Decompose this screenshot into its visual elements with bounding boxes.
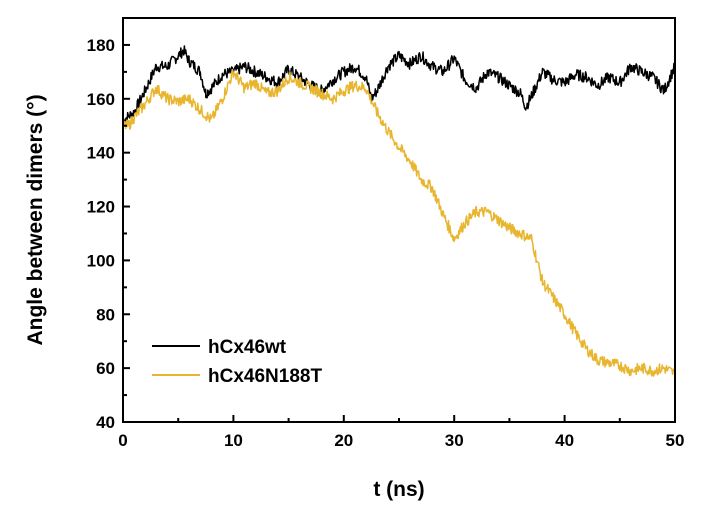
x-tick-label: 30 [445, 431, 464, 450]
x-tick-label: 10 [224, 431, 243, 450]
x-tick-label: 20 [334, 431, 353, 450]
legend: hCx46wt hCx46N188T [152, 337, 322, 387]
series-line-hcx46n188t [122, 68, 676, 377]
y-tick-label: 100 [87, 251, 115, 270]
y-tick-label: 140 [87, 144, 115, 163]
y-tick-label: 40 [96, 413, 115, 432]
x-axis-title: t (ns) [373, 478, 424, 501]
series-line-hcx46wt [122, 45, 676, 125]
x-tick-label: 50 [666, 431, 685, 450]
legend-label-hcx46n188t: hCx46N188T [208, 366, 322, 387]
x-tick-label: 0 [118, 431, 127, 450]
y-tick-label: 80 [96, 305, 115, 324]
y-axis-title: Angle between dimers (°) [24, 94, 47, 345]
legend-label-hcx46wt: hCx46wt [208, 337, 287, 358]
y-tick-label: 160 [87, 90, 115, 109]
y-tick-label: 60 [96, 359, 115, 378]
x-tick-label: 40 [555, 431, 574, 450]
y-tick-label: 180 [87, 36, 115, 55]
y-tick-label: 120 [87, 198, 115, 217]
